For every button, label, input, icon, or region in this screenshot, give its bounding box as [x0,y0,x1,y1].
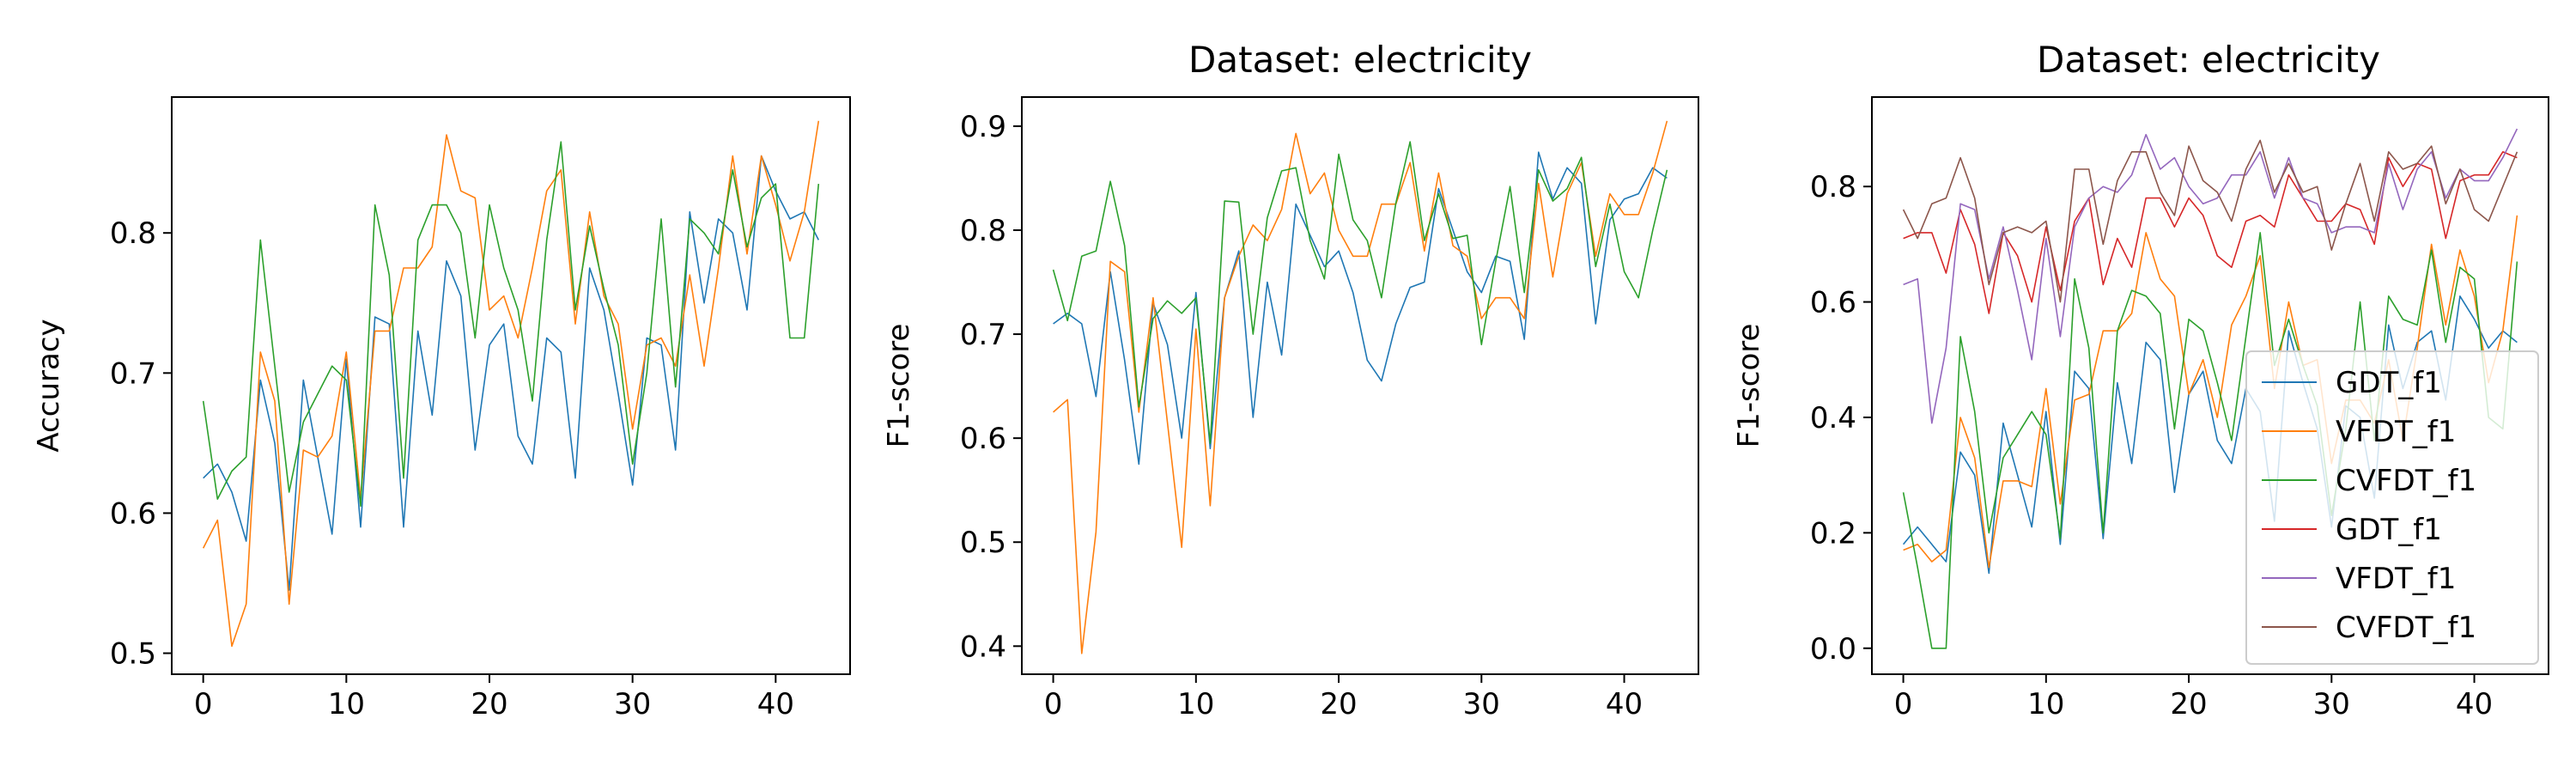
x-tick-label: 30 [1463,687,1500,721]
series-line-3-6 [1902,139,2518,303]
x-tick-label: 20 [471,687,507,721]
y-tick-label: 0.6 [1810,286,1856,320]
x-tick-label: 10 [1177,687,1214,721]
x-tick-label: 40 [1606,687,1643,721]
panel-title-3: Dataset: electricity [2037,39,2380,81]
x-tick-label: 20 [2170,687,2207,721]
y-tick-label: 0.7 [960,318,1006,352]
x-tick-label: 40 [757,687,794,721]
series-line-3-5 [1903,128,2518,424]
x-tick-label: 40 [2456,687,2493,721]
panel-1: 0 10 20 30 40 0.5 0.6 0.7 0.8 Accuracy [32,96,851,721]
x-tick-label: 30 [614,687,651,721]
y-tick-label: 0.6 [960,422,1006,456]
y-tick-label: 0.6 [110,496,156,531]
legend-entry: GDT_f1 [2336,366,2442,400]
y-tick-label: 0.8 [1810,170,1856,204]
series-line-2-3 [1052,141,1668,445]
x-tick-label: 0 [1894,687,1913,721]
legend-entry: VFDT_f1 [2336,562,2456,596]
y-tick-label: 0.8 [960,214,1006,248]
series-line-1-3 [202,141,820,508]
panel-2: 0 10 20 30 40 0.4 0.5 0.6 0.7 0.8 0.9 F1-score [882,96,1699,721]
plot-frame [1871,96,2549,675]
series-line-3-1 [1902,295,2518,575]
y-axis-label: F1-score [1732,324,1766,448]
plot-frame [171,96,851,675]
x-tick-label: 0 [1044,687,1063,721]
y-tick-label: 0.8 [110,216,156,251]
y-tick-label: 0.0 [1810,632,1856,666]
legend-entry: CVFDT_f1 [2336,611,2476,645]
series-line-2-2 [1053,120,1668,654]
y-tick-label: 0.5 [110,637,156,672]
legend-entry: VFDT_f1 [2336,415,2456,449]
y-axis-label: Accuracy [32,319,66,452]
x-tick-label: 0 [194,687,213,721]
x-tick-label: 10 [328,687,365,721]
x-tick-label: 30 [2313,687,2350,721]
series-line-1-1 [203,155,820,591]
y-tick-label: 0.9 [960,110,1006,144]
series-line-1-2 [202,120,820,648]
y-tick-label: 0.5 [960,526,1006,560]
x-tick-label: 10 [2027,687,2064,721]
y-tick-label: 0.4 [960,630,1006,664]
panel-title-2: Dataset: electricity [1188,39,1532,81]
legend-box [2245,350,2539,665]
x-tick-label: 20 [1320,687,1357,721]
y-axis-label: F1-score [882,324,916,448]
y-tick-label: 0.7 [110,356,156,391]
panel-3: 0 10 20 30 40 0.0 0.2 0.4 0.6 0.8 F1-score GDT_f1 VF… [1732,96,2549,721]
legend: GDT_f1 VFDT_f1 CVFDT_f1 GDT_f1 VFDT_f1 CVFDT_… [2245,350,2539,665]
legend-entry: GDT_f1 [2336,513,2442,547]
y-tick-label: 0.4 [1810,401,1856,435]
legend-entry: CVFDT_f1 [2336,464,2476,498]
y-tick-label: 0.2 [1810,516,1856,551]
series-line-2-1 [1053,151,1668,466]
plot-frame [1021,96,1699,675]
series-line-3-3 [1902,232,2518,649]
